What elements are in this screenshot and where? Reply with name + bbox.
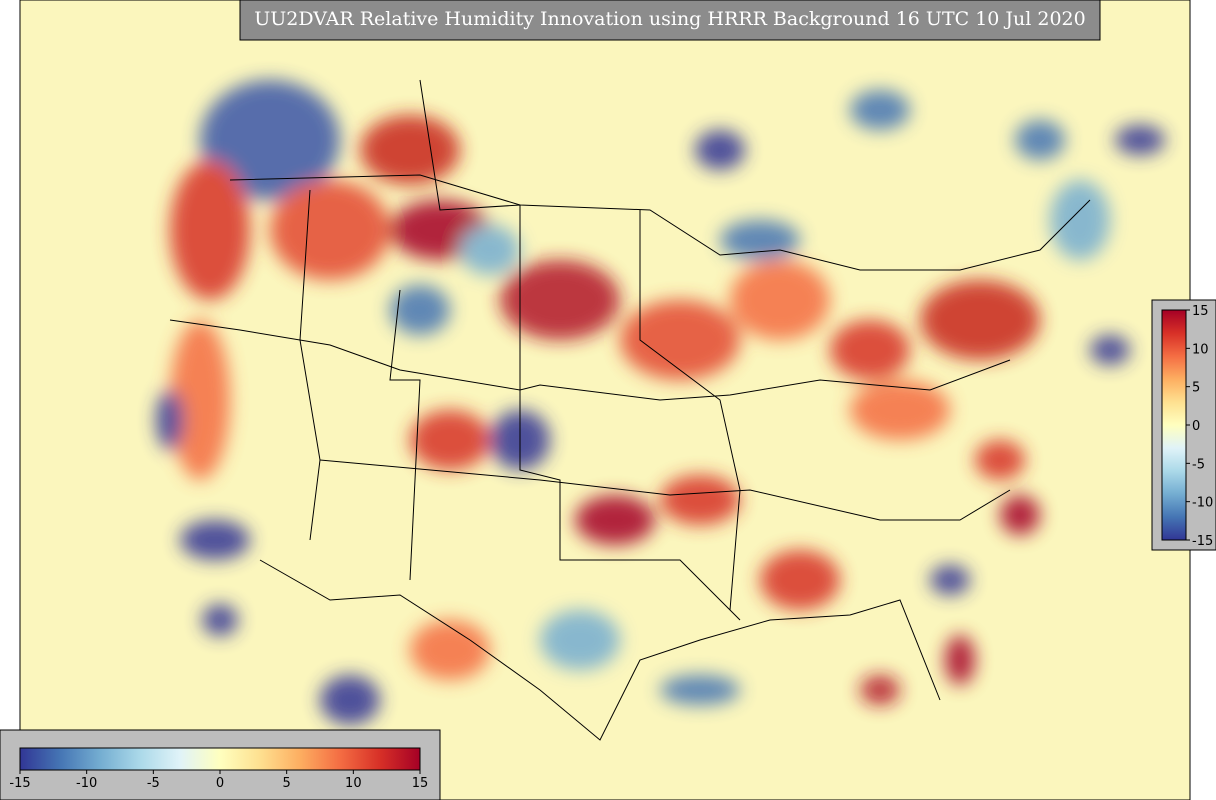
field-blob: [850, 90, 910, 130]
border-line: [259, 559, 941, 741]
colorbar: [19, 747, 421, 771]
field-blob: [320, 675, 380, 725]
field-blob: [620, 300, 740, 380]
tick-label: -5: [147, 776, 160, 791]
field-blob: [270, 180, 390, 280]
border-line: [299, 189, 321, 541]
field-blob: [760, 550, 840, 610]
tick-label: -15: [9, 776, 30, 791]
field-blob: [930, 565, 970, 595]
field-blob: [920, 280, 1040, 360]
field-blob: [1115, 125, 1165, 155]
tick-label: 15: [412, 776, 429, 791]
field-blob: [695, 130, 745, 170]
boundaries: [169, 79, 1091, 741]
field-blob: [540, 610, 620, 670]
border-line: [229, 174, 1091, 271]
tick-label: 15: [1192, 304, 1209, 319]
map-title: UU2DVAR Relative Humidity Innovation usi…: [254, 8, 1086, 30]
tick-label: 5: [1192, 381, 1200, 396]
humidity-field: [156, 80, 1165, 725]
field-blob: [170, 320, 230, 480]
field-blob: [575, 495, 655, 545]
field-blob: [360, 115, 460, 185]
field-blob: [1050, 180, 1110, 260]
tick-label: -5: [1192, 457, 1205, 472]
field-blob: [1015, 120, 1065, 160]
field-blob: [156, 390, 184, 450]
border-line: [389, 289, 421, 581]
field-blob: [390, 285, 450, 335]
field-blob: [410, 410, 490, 470]
border-line: [639, 210, 741, 611]
border-line: [319, 459, 1011, 521]
tick-label: 0: [1192, 419, 1200, 434]
field-blob: [202, 604, 238, 636]
tick-label: 10: [1192, 342, 1209, 357]
tick-label: 10: [345, 776, 362, 791]
field-blob: [460, 225, 520, 275]
tick-label: -10: [1192, 496, 1213, 511]
title-box: [239, 0, 1101, 41]
field-blob: [730, 260, 830, 340]
border-line: [419, 79, 741, 621]
tick-label: -10: [76, 776, 97, 791]
field-blob: [170, 160, 250, 300]
field-blob: [200, 80, 340, 200]
tick-label: -15: [1192, 534, 1213, 549]
field-blob: [830, 320, 910, 380]
field-blob: [500, 260, 620, 340]
field-blob: [975, 440, 1025, 480]
field-blob: [180, 520, 250, 560]
field-blob: [860, 675, 900, 705]
field-blob: [410, 620, 490, 680]
tick-label: 0: [216, 776, 224, 791]
tick-label: 5: [283, 776, 291, 791]
field-blob: [660, 475, 740, 525]
colorbar: [1161, 309, 1187, 541]
field-blob: [945, 635, 975, 685]
field-blob: [1000, 495, 1040, 535]
field-blob: [1090, 335, 1130, 365]
field-blob: [850, 380, 950, 440]
field-blob: [660, 675, 740, 705]
